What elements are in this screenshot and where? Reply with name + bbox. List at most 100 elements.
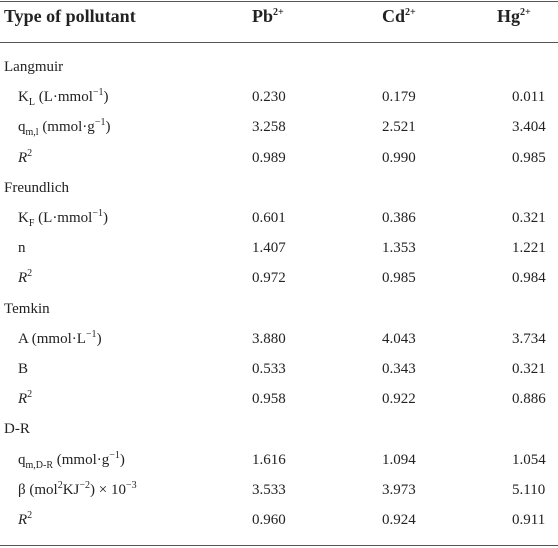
text-segment: m,D-R xyxy=(25,459,54,471)
row-label: qm,l (mmol·g−1) xyxy=(18,117,111,139)
value-cell: 3.734 xyxy=(512,330,546,347)
text-segment: ) xyxy=(105,119,111,136)
text-segment: (mmol·g xyxy=(38,119,95,136)
value-cell: 0.343 xyxy=(382,361,416,377)
value-cell: 0.533 xyxy=(252,361,286,377)
row-label: B xyxy=(18,359,28,379)
text-segment: −3 xyxy=(126,479,137,491)
value-cell: 0.321 xyxy=(512,210,546,226)
row-label: R2 xyxy=(18,389,32,409)
text-segment: β (mol xyxy=(18,481,58,498)
text-segment: ) xyxy=(103,89,109,106)
value-cell: 1.094 xyxy=(382,451,416,468)
value-cell: 1.616 xyxy=(252,451,286,468)
value-cell: 0.011 xyxy=(512,89,546,106)
value-cell: 3.258 xyxy=(252,119,286,136)
value-cell: 1.407 xyxy=(252,240,286,257)
value-cell: 0.990 xyxy=(382,149,416,166)
value-cell: 0.601 xyxy=(252,210,286,226)
text-segment: Hg xyxy=(497,6,521,26)
text-segment: −2 xyxy=(79,479,91,491)
text-segment: (L·mmol xyxy=(34,89,93,106)
group-label: Langmuir xyxy=(4,59,64,75)
row-label: KL (L·mmol−1) xyxy=(18,87,109,109)
text-segment: (L·mmol xyxy=(34,210,93,226)
text-segment: 2 xyxy=(27,389,33,401)
value-cell: 0.972 xyxy=(252,270,286,287)
text-segment: −1 xyxy=(109,449,120,461)
value-cell: 3.404 xyxy=(512,119,546,136)
text-segment: R xyxy=(18,149,28,166)
column-header: Hg2+ xyxy=(497,6,531,26)
text-segment: 2 xyxy=(27,147,33,159)
value-cell: 2.521 xyxy=(382,119,416,136)
value-cell: 4.043 xyxy=(382,330,416,347)
text-segment: K xyxy=(18,210,29,226)
column-header: Cd2+ xyxy=(382,6,416,26)
value-cell: 0.321 xyxy=(512,361,546,377)
header-rule xyxy=(0,42,558,43)
value-cell: 0.924 xyxy=(382,512,416,528)
row-label: β (mol2KJ−2) × 10−3 xyxy=(18,480,137,500)
text-segment: KJ xyxy=(62,481,80,498)
row-label: R2 xyxy=(18,268,32,288)
text-segment: A (mmol·L xyxy=(18,330,86,347)
top-rule xyxy=(0,1,558,2)
text-segment: 2 xyxy=(57,479,63,491)
text-segment: 2+ xyxy=(273,7,284,18)
row-label: R2 xyxy=(18,510,32,530)
row-label: n xyxy=(18,238,26,258)
text-segment: 2 xyxy=(27,510,33,521)
row-label: A (mmol·L−1) xyxy=(18,329,102,349)
value-cell: 1.221 xyxy=(512,240,546,257)
value-cell: 0.985 xyxy=(382,270,416,287)
text-segment: 2 xyxy=(27,268,33,280)
text-segment: q xyxy=(18,119,26,136)
text-segment: −1 xyxy=(94,117,106,129)
text-segment: ) xyxy=(96,330,102,347)
value-cell: 0.985 xyxy=(512,149,546,166)
column-header: Pb2+ xyxy=(252,6,284,26)
text-segment: ) xyxy=(119,451,125,468)
text-segment: R xyxy=(18,270,28,287)
text-segment: q xyxy=(18,451,26,468)
text-segment: Pb xyxy=(252,6,274,26)
value-cell: 0.989 xyxy=(252,149,286,166)
value-cell: 0.922 xyxy=(382,391,416,408)
text-segment: L xyxy=(28,97,35,109)
row-label: KF (L·mmol−1) xyxy=(18,208,108,229)
value-cell: 0.911 xyxy=(512,512,546,528)
value-cell: 3.533 xyxy=(252,481,286,498)
value-cell: 1.353 xyxy=(382,240,416,257)
text-segment: −1 xyxy=(85,328,97,340)
row-label: qm,D-R (mmol·g−1) xyxy=(18,450,125,470)
text-segment: m,l xyxy=(25,127,39,139)
group-label: Freundlich xyxy=(4,179,69,196)
value-cell: 0.386 xyxy=(382,210,416,226)
text-segment: Type of pollutant xyxy=(4,6,136,26)
value-cell: 3.973 xyxy=(382,481,416,498)
value-cell: 0.179 xyxy=(382,89,416,106)
value-cell: 1.054 xyxy=(512,451,546,468)
text-segment: R xyxy=(18,512,28,528)
group-label: D-R xyxy=(4,421,30,438)
text-segment: 2+ xyxy=(520,7,531,18)
text-segment: ) xyxy=(102,210,108,226)
text-segment: ) × 10 xyxy=(90,481,126,498)
text-segment: (mmol·g xyxy=(53,451,110,468)
value-cell: 0.960 xyxy=(252,512,286,528)
text-segment: n xyxy=(18,240,26,257)
value-cell: 0.958 xyxy=(252,391,286,408)
value-cell: 3.880 xyxy=(252,330,286,347)
value-cell: 0.230 xyxy=(252,89,286,106)
value-cell: 0.886 xyxy=(512,391,546,408)
row-label: R2 xyxy=(18,148,32,168)
group-label: Temkin xyxy=(4,300,50,317)
column-header: Type of pollutant xyxy=(4,6,136,26)
text-segment: B xyxy=(18,361,29,377)
text-segment: 2+ xyxy=(405,7,416,18)
bottom-rule xyxy=(0,545,558,546)
text-segment: K xyxy=(18,89,29,106)
value-cell: 0.984 xyxy=(512,270,546,287)
